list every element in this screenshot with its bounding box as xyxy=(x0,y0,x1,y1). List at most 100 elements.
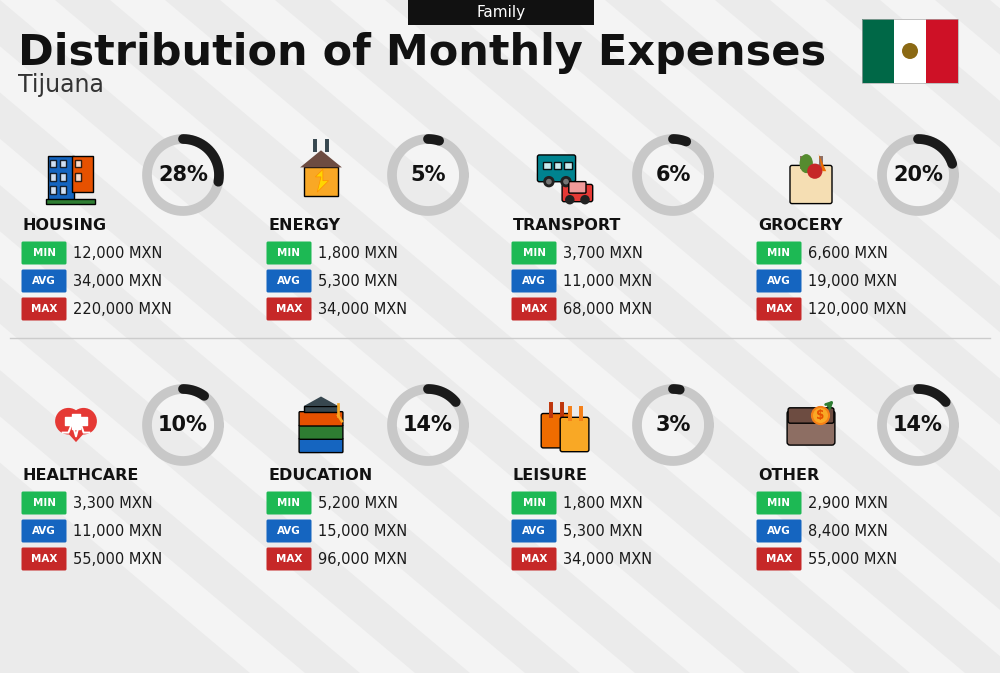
Text: 55,000 MXN: 55,000 MXN xyxy=(808,551,897,567)
FancyBboxPatch shape xyxy=(299,425,343,439)
Text: 3,700 MXN: 3,700 MXN xyxy=(563,246,643,260)
Text: HOUSING: HOUSING xyxy=(23,217,107,232)
FancyBboxPatch shape xyxy=(266,548,312,571)
FancyBboxPatch shape xyxy=(537,155,576,182)
FancyBboxPatch shape xyxy=(60,173,66,180)
Text: 20%: 20% xyxy=(893,165,943,185)
Polygon shape xyxy=(770,0,1000,673)
Text: MIN: MIN xyxy=(278,248,300,258)
Text: ENERGY: ENERGY xyxy=(268,217,340,232)
Text: 3%: 3% xyxy=(655,415,691,435)
FancyBboxPatch shape xyxy=(512,520,556,542)
Text: 34,000 MXN: 34,000 MXN xyxy=(563,551,652,567)
Circle shape xyxy=(902,43,918,59)
FancyBboxPatch shape xyxy=(22,269,66,293)
Text: $: $ xyxy=(816,409,825,422)
Text: MIN: MIN xyxy=(522,498,546,508)
Polygon shape xyxy=(0,0,525,673)
Text: MAX: MAX xyxy=(521,554,547,564)
FancyBboxPatch shape xyxy=(75,173,81,180)
FancyBboxPatch shape xyxy=(304,406,338,412)
Text: MIN: MIN xyxy=(278,498,300,508)
Polygon shape xyxy=(0,0,855,673)
FancyBboxPatch shape xyxy=(757,491,802,514)
FancyBboxPatch shape xyxy=(787,411,835,445)
Polygon shape xyxy=(220,0,1000,673)
FancyBboxPatch shape xyxy=(60,160,66,168)
Text: HEALTHCARE: HEALTHCARE xyxy=(23,468,139,483)
Text: EDUCATION: EDUCATION xyxy=(268,468,372,483)
Polygon shape xyxy=(0,0,745,673)
Ellipse shape xyxy=(800,154,813,173)
Text: 11,000 MXN: 11,000 MXN xyxy=(563,273,652,289)
FancyBboxPatch shape xyxy=(22,548,66,571)
Text: AVG: AVG xyxy=(277,526,301,536)
FancyBboxPatch shape xyxy=(50,186,56,194)
Text: MIN: MIN xyxy=(32,498,56,508)
FancyBboxPatch shape xyxy=(541,413,570,448)
FancyBboxPatch shape xyxy=(543,162,551,170)
FancyBboxPatch shape xyxy=(22,242,66,264)
Polygon shape xyxy=(0,0,305,673)
Text: 6%: 6% xyxy=(655,165,691,185)
Text: MIN: MIN xyxy=(768,498,790,508)
Polygon shape xyxy=(315,170,329,192)
FancyBboxPatch shape xyxy=(50,160,56,168)
Circle shape xyxy=(70,408,97,435)
Text: 34,000 MXN: 34,000 MXN xyxy=(73,273,162,289)
FancyBboxPatch shape xyxy=(408,0,594,25)
FancyBboxPatch shape xyxy=(757,242,802,264)
FancyBboxPatch shape xyxy=(22,297,66,320)
Polygon shape xyxy=(440,0,1000,673)
FancyBboxPatch shape xyxy=(22,520,66,542)
FancyBboxPatch shape xyxy=(512,491,556,514)
Polygon shape xyxy=(57,421,95,442)
Text: AVG: AVG xyxy=(767,526,791,536)
Text: 12,000 MXN: 12,000 MXN xyxy=(73,246,162,260)
Circle shape xyxy=(55,408,82,435)
Text: 5%: 5% xyxy=(410,165,446,185)
Text: 55,000 MXN: 55,000 MXN xyxy=(73,551,162,567)
FancyBboxPatch shape xyxy=(757,269,802,293)
Text: MAX: MAX xyxy=(521,304,547,314)
Text: Distribution of Monthly Expenses: Distribution of Monthly Expenses xyxy=(18,32,826,74)
Circle shape xyxy=(546,179,552,184)
Text: GROCERY: GROCERY xyxy=(758,217,842,232)
FancyBboxPatch shape xyxy=(757,520,802,542)
FancyBboxPatch shape xyxy=(512,297,556,320)
FancyBboxPatch shape xyxy=(266,297,312,320)
Text: MIN: MIN xyxy=(768,248,790,258)
Text: MAX: MAX xyxy=(276,554,302,564)
Text: 2,900 MXN: 2,900 MXN xyxy=(808,495,888,511)
FancyBboxPatch shape xyxy=(790,166,832,204)
FancyBboxPatch shape xyxy=(46,199,95,203)
Text: Family: Family xyxy=(476,5,526,20)
Circle shape xyxy=(812,407,829,424)
Text: 120,000 MXN: 120,000 MXN xyxy=(808,302,907,316)
Text: 5,300 MXN: 5,300 MXN xyxy=(563,524,643,538)
Circle shape xyxy=(560,176,572,187)
FancyBboxPatch shape xyxy=(862,19,894,83)
Circle shape xyxy=(580,195,590,205)
Polygon shape xyxy=(110,0,965,673)
Polygon shape xyxy=(660,0,1000,673)
FancyBboxPatch shape xyxy=(266,242,312,264)
Text: MAX: MAX xyxy=(31,304,57,314)
Text: MIN: MIN xyxy=(522,248,546,258)
Text: 1,800 MXN: 1,800 MXN xyxy=(318,246,398,260)
Text: 5,200 MXN: 5,200 MXN xyxy=(318,495,398,511)
Circle shape xyxy=(565,195,575,205)
Text: 28%: 28% xyxy=(158,165,208,185)
FancyBboxPatch shape xyxy=(757,548,802,571)
Text: AVG: AVG xyxy=(32,276,56,286)
FancyBboxPatch shape xyxy=(512,548,556,571)
Text: 10%: 10% xyxy=(158,415,208,435)
Text: Tijuana: Tijuana xyxy=(18,73,104,97)
Polygon shape xyxy=(304,396,338,406)
Polygon shape xyxy=(300,150,342,168)
FancyBboxPatch shape xyxy=(50,173,56,180)
Text: LEISURE: LEISURE xyxy=(513,468,588,483)
Polygon shape xyxy=(550,0,1000,673)
FancyBboxPatch shape xyxy=(512,242,556,264)
FancyBboxPatch shape xyxy=(266,520,312,542)
